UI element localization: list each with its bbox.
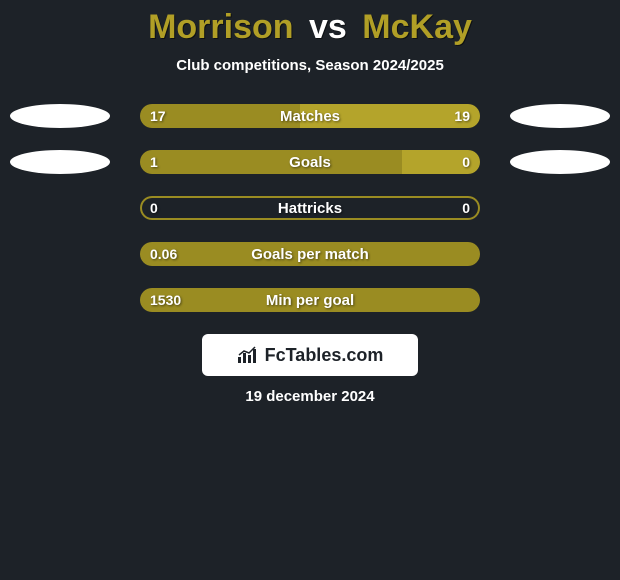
- chart-icon: [237, 346, 259, 364]
- date-text: 19 december 2024: [0, 388, 620, 405]
- comparison-widget: Morrison vs McKay Club competitions, Sea…: [0, 0, 620, 405]
- player2-shape: [510, 104, 610, 128]
- player2-shape: [510, 150, 610, 174]
- stat-bar: 0 0Hattricks: [140, 196, 480, 220]
- logo-text: FcTables.com: [265, 345, 384, 366]
- player1-shape: [10, 150, 110, 174]
- player2-name: McKay: [362, 8, 472, 46]
- stat-row: 1530Min per goal: [0, 288, 620, 312]
- vs-text: vs: [309, 8, 347, 46]
- stat-value-right: 0: [462, 196, 470, 220]
- player1-shape: [10, 104, 110, 128]
- bar-right-fill: [402, 150, 480, 174]
- bar-right-fill: [300, 104, 480, 128]
- stats-rows: 1719Matches 10Goals 0 0Hattricks 0.06Goals p…: [0, 104, 620, 312]
- bar-left-fill: [140, 242, 480, 266]
- player1-name: Morrison: [148, 8, 293, 46]
- stat-row: 1719Matches: [0, 104, 620, 128]
- bar-left-fill: [140, 104, 300, 128]
- stat-row: 0.06Goals per match: [0, 242, 620, 266]
- stat-bar: 1530Min per goal: [140, 288, 480, 312]
- stat-bar: 10Goals: [140, 150, 480, 174]
- stat-row: 0 0Hattricks: [0, 196, 620, 220]
- stat-label: Hattricks: [140, 196, 480, 220]
- bar-left-fill: [140, 150, 402, 174]
- bar-left-fill: [140, 288, 480, 312]
- page-title: Morrison vs McKay: [0, 8, 620, 47]
- stat-bar: 1719Matches: [140, 104, 480, 128]
- fctables-logo[interactable]: FcTables.com: [202, 334, 418, 376]
- subtitle: Club competitions, Season 2024/2025: [0, 57, 620, 74]
- stat-bar: 0.06Goals per match: [140, 242, 480, 266]
- stat-value-left: 0: [150, 196, 158, 220]
- stat-row: 10Goals: [0, 150, 620, 174]
